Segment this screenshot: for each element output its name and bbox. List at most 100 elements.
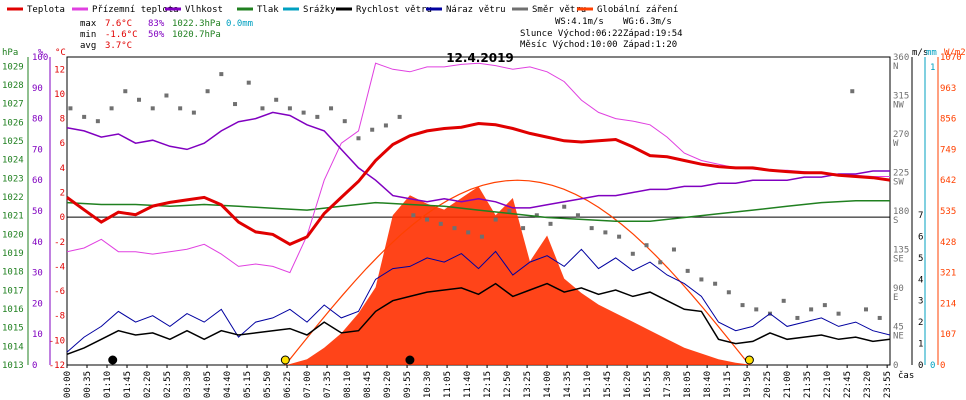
hpa-unit: hPa [2,48,18,58]
temp-tick: 8 [60,115,65,125]
hpa-tick: 1027 [2,100,24,110]
dir-tick: 0 [893,361,898,371]
info-slunce: Slunce Východ:06:22 [520,29,623,39]
dir-letter: N [893,62,898,72]
direction-point [411,213,416,218]
direction-point [589,226,594,231]
x-tick-label: 14:00 [543,371,553,398]
wm2-tick: 963 [940,84,956,94]
direction-point [575,213,580,218]
hpa-tick: 1016 [2,305,24,315]
direction-point [452,226,457,231]
direction-point [781,298,786,303]
x-tick-label: 08:10 [343,371,353,398]
ms-unit: m/s [912,48,928,58]
direction-point [233,102,238,107]
dir-tick: 45 [893,323,904,333]
hpa-tick: 1025 [2,137,24,147]
humidity-line [66,111,890,209]
direction-point [562,204,567,209]
stat-1-2: 50% [148,30,165,40]
temp-tick: -6 [54,287,65,297]
direction-point [726,290,731,295]
direction-point [397,114,402,119]
pct-tick: 40 [32,238,43,248]
x-tick-label: 04:05 [203,371,213,398]
direction-point [301,110,306,115]
ms-tick: 6 [918,232,923,242]
sun-marker [280,355,290,365]
x-tick-label: 11:05 [443,371,453,398]
dir-letter: E [893,293,898,303]
pct-tick: 100 [32,53,48,63]
dir-letter: NE [893,332,904,342]
pct-tick: 50 [32,207,43,217]
ms-tick: 7 [918,211,923,221]
direction-point [370,127,375,132]
sun-marker [744,355,754,365]
direction-point [425,217,430,222]
x-tick-label: 18:40 [703,371,713,398]
wm2-tick: 856 [940,115,956,125]
direction-point [507,209,512,213]
x-tick-label: 21:00 [783,371,793,398]
ms-tick: 2 [918,318,923,328]
stat-0-3: 1022.3hPa [172,19,221,29]
x-tick-label: 15:45 [603,371,613,398]
wm2-tick: 0 [940,361,945,371]
direction-point [68,106,73,111]
direction-point [466,230,471,235]
x-tick-label: 16:20 [623,371,633,398]
hpa-tick: 1019 [2,249,24,259]
direction-point [150,106,155,111]
ms-tick: 4 [918,275,923,285]
direction-point [534,213,539,218]
hpa-tick: 1021 [2,212,24,222]
stat-1-3: 1020.7hPa [172,30,221,40]
temp-tick: -8 [54,312,65,322]
dir-tick: 360 [893,53,909,63]
stat-0-0: max [80,19,97,29]
chart-legend: Teplota Přízemní teplota Vlhkost Tlak Srážky… [7,5,678,15]
dir-tick: 135 [893,246,909,256]
info-slunce-zapad: Západ:19:54 [623,29,683,39]
hpa-tick: 1028 [2,81,24,91]
pct-tick: 70 [32,145,43,155]
pct-tick: 80 [32,115,43,125]
legend-label-7: Směr větru [532,5,586,15]
hpa-tick: 1018 [2,268,24,278]
x-tick-label: 07:35 [323,371,333,398]
stats-block: max 7.6°C 83% 1022.3hPa 0.0mm min -1.6°C 50% 102… [80,19,253,51]
direction-point [863,307,868,312]
pct-tick: 30 [32,269,43,279]
legend-label-8: Globální záření [597,5,678,15]
direction-point [685,268,690,273]
direction-point [205,89,210,94]
x-tick-label: 08:45 [363,371,373,398]
x-tick-label: 02:20 [143,371,153,398]
x-tick-label: 22:10 [823,371,833,398]
wm2-tick: 749 [940,145,956,155]
x-tick-label: 18:05 [683,371,693,398]
chart-title: 12.4.2019 [446,51,514,65]
direction-point [438,221,443,226]
pct-tick: 60 [32,176,43,186]
x-tick-label: 05:50 [263,371,273,398]
stat-1-1: -1.6°C [105,30,138,40]
info-wg: WG:6.3m/s [623,17,672,27]
wm2-tick: 214 [940,299,956,309]
pct-tick: 0 [32,361,37,371]
x-tick-label: 17:30 [663,371,673,398]
x-tick-label: 07:00 [303,371,313,398]
hpa-tick: 1023 [2,174,24,184]
direction-point [548,221,553,226]
x-tick-label: 12:15 [483,371,493,398]
wm2-tick: 1070 [940,53,962,63]
dir-letter: S [893,216,898,226]
dir-tick: 90 [893,284,904,294]
direction-point [219,72,224,77]
temperature-line [66,121,891,246]
temp-tick: -2 [54,238,65,248]
dir-tick: 225 [893,169,909,179]
